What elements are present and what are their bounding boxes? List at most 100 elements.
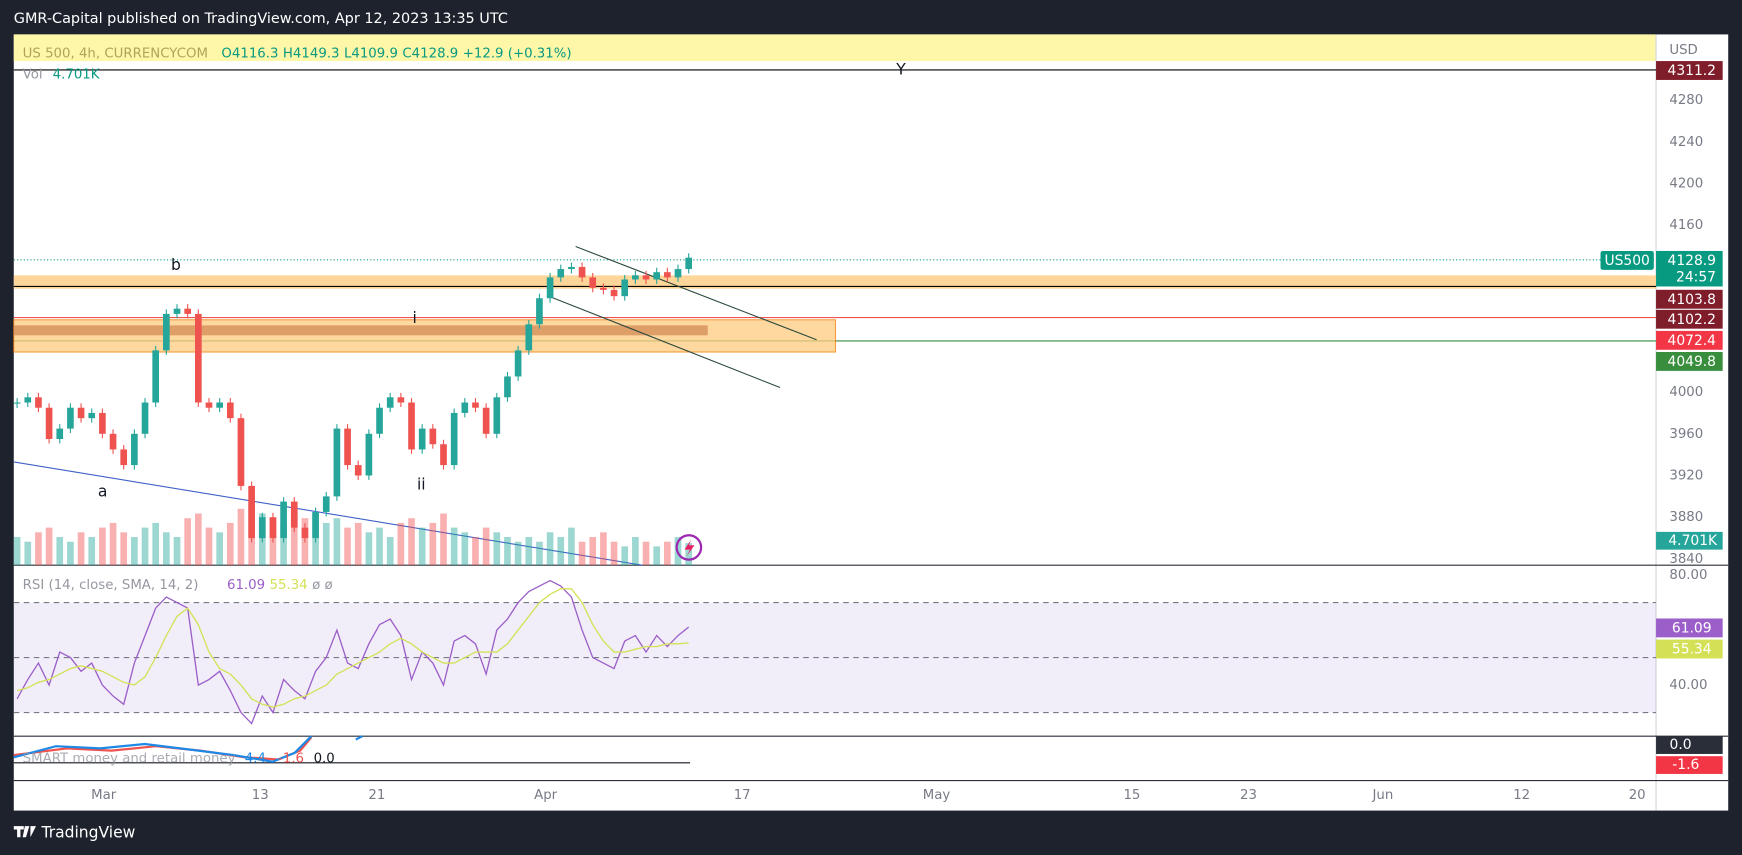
volume-bar bbox=[45, 527, 53, 566]
candle bbox=[546, 277, 554, 299]
volume-bar bbox=[237, 508, 245, 566]
price-tag-text: 4103.8 bbox=[1668, 292, 1717, 308]
candle bbox=[131, 433, 138, 466]
candle bbox=[280, 501, 287, 539]
ohlc-value: L4109.9 bbox=[344, 46, 398, 61]
candle bbox=[674, 269, 682, 278]
y-tick-label: 3840 bbox=[1669, 552, 1703, 567]
price-tag bbox=[1656, 61, 1723, 80]
price-tag bbox=[1656, 330, 1723, 350]
y-tick-label: 40.00 bbox=[1669, 678, 1707, 693]
volume-bar bbox=[280, 522, 287, 566]
rsi-tag bbox=[1656, 618, 1723, 638]
footer: TradingView bbox=[41, 823, 136, 841]
candle bbox=[408, 402, 415, 450]
candle bbox=[56, 428, 64, 440]
candle bbox=[35, 397, 42, 408]
price-tag bbox=[1656, 351, 1723, 371]
candle bbox=[557, 269, 565, 278]
candle bbox=[333, 428, 341, 497]
volume-bar bbox=[163, 532, 170, 566]
volume-bar bbox=[493, 532, 501, 566]
candle bbox=[354, 465, 362, 476]
candle bbox=[685, 257, 693, 270]
zone bbox=[13, 319, 837, 353]
ind-title: SMART money and retail money bbox=[23, 751, 236, 766]
candle bbox=[45, 407, 53, 440]
volume-bar bbox=[152, 522, 160, 566]
channel-line bbox=[552, 297, 781, 389]
volume-bar bbox=[610, 541, 618, 566]
y-tick-label: 80.00 bbox=[1669, 568, 1707, 583]
volume-bar bbox=[35, 532, 42, 566]
candle bbox=[301, 527, 309, 539]
legend-band bbox=[13, 34, 1657, 62]
volume-bar bbox=[450, 527, 458, 566]
candle bbox=[610, 289, 618, 297]
wave-label: i bbox=[412, 309, 416, 327]
candle bbox=[269, 517, 277, 539]
wave-label: a bbox=[98, 482, 108, 500]
candle bbox=[386, 397, 394, 408]
volume-bar bbox=[621, 546, 629, 566]
rsi-legend: 61.09 55.34 ø ø bbox=[227, 578, 333, 593]
candle bbox=[344, 428, 351, 466]
rsi-pane: 80.00 40.00 61.09 55.34 bbox=[13, 568, 1723, 725]
x-tick-label: 15 bbox=[1123, 788, 1140, 803]
candle bbox=[525, 324, 533, 351]
volume-bar bbox=[173, 537, 181, 566]
volume-bar bbox=[77, 532, 85, 566]
volume-bar bbox=[376, 527, 383, 566]
ind-value: -1.6 bbox=[278, 751, 304, 766]
chart-area bbox=[13, 34, 1729, 811]
alert-icon[interactable] bbox=[675, 534, 703, 561]
volume-bar bbox=[386, 537, 394, 566]
volume-bar bbox=[99, 527, 106, 566]
y-tick-label: 3960 bbox=[1669, 427, 1703, 442]
alert-bolt bbox=[684, 539, 695, 557]
candle bbox=[184, 308, 191, 314]
volume-bar bbox=[322, 522, 330, 566]
volume-bar bbox=[546, 532, 554, 566]
candle bbox=[173, 308, 181, 314]
volume-bar bbox=[13, 537, 21, 566]
y-tick-label: 4240 bbox=[1669, 135, 1703, 150]
volume-bar bbox=[568, 527, 575, 566]
candle bbox=[589, 277, 597, 288]
volume-bar bbox=[354, 522, 362, 566]
x-tick-label: Jun bbox=[1371, 788, 1393, 803]
symbol-tag-text: US500 bbox=[1604, 253, 1649, 269]
candle bbox=[237, 418, 245, 486]
vol-tag bbox=[1656, 531, 1723, 550]
volume-bar bbox=[120, 532, 128, 566]
candle bbox=[472, 402, 479, 408]
volume-bar bbox=[557, 537, 565, 566]
price-pane: 4280 4240 4200 4160 4000 3960 3920 3880 3840 4311… bbox=[13, 61, 1723, 567]
y-tick-label: 4200 bbox=[1669, 177, 1703, 192]
candle bbox=[536, 298, 543, 325]
vol-tag-text: 4.701K bbox=[1668, 533, 1718, 549]
candle bbox=[461, 402, 469, 413]
y-tick-label: 4160 bbox=[1669, 218, 1703, 233]
candle bbox=[397, 397, 405, 403]
candle bbox=[450, 412, 458, 466]
candle bbox=[163, 313, 170, 351]
volume-bar bbox=[429, 522, 437, 566]
volume-bar bbox=[194, 513, 202, 566]
zone bbox=[13, 275, 1657, 289]
price-tag bbox=[1656, 289, 1723, 309]
candle bbox=[120, 449, 128, 466]
price-tag-text: 4311.2 bbox=[1668, 63, 1717, 79]
candle bbox=[24, 397, 32, 403]
volume-bar bbox=[504, 537, 511, 566]
rsi-title: RSI (14, close, SMA, 14, 2) bbox=[23, 578, 199, 593]
volume-bar bbox=[24, 541, 32, 566]
candle bbox=[194, 313, 202, 403]
candle bbox=[600, 287, 607, 290]
volume-bar bbox=[88, 537, 96, 566]
symbol: US 500, 4h, CURRENCYCOM bbox=[23, 46, 208, 61]
candle bbox=[482, 407, 490, 434]
volume-bar bbox=[578, 541, 586, 566]
x-tick-label: Apr bbox=[534, 788, 558, 803]
